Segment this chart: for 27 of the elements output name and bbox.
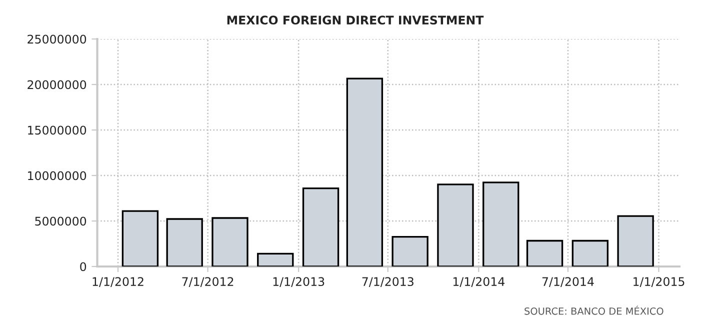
y-tick-label: 25000000 (28, 34, 86, 44)
bar (346, 78, 384, 266)
bar (166, 218, 203, 266)
x-tick-label: 7/1/2013 (362, 277, 414, 287)
y-tick-label: 15000000 (28, 126, 86, 135)
x-tick-label: 1/1/2013 (273, 277, 324, 287)
bar (302, 187, 340, 266)
x-tick-label: 7/1/2014 (542, 277, 594, 287)
bar (122, 210, 159, 266)
x-tick-label: 1/1/2012 (92, 277, 144, 287)
bar (482, 182, 520, 266)
bar (392, 236, 428, 266)
y-tick-label: 5000000 (35, 216, 86, 226)
x-tick-label: 7/1/2012 (182, 277, 234, 287)
bar (212, 217, 248, 266)
bar (437, 184, 474, 266)
y-tick-label: 20000000 (28, 80, 86, 90)
y-tick-label: 0 (80, 262, 86, 272)
bar (257, 252, 294, 266)
x-tick-label: 1/1/2015 (634, 277, 684, 287)
y-tick-label: 10000000 (28, 171, 86, 180)
bar (526, 240, 564, 266)
source-note: SOURCE: BANCO DE MÉXICO (524, 306, 664, 315)
chart-title: MEXICO FOREIGN DIRECT INVESTMENT (227, 16, 484, 25)
bar (617, 215, 654, 266)
bar (572, 240, 609, 266)
x-tick-label: 1/1/2014 (453, 277, 505, 287)
